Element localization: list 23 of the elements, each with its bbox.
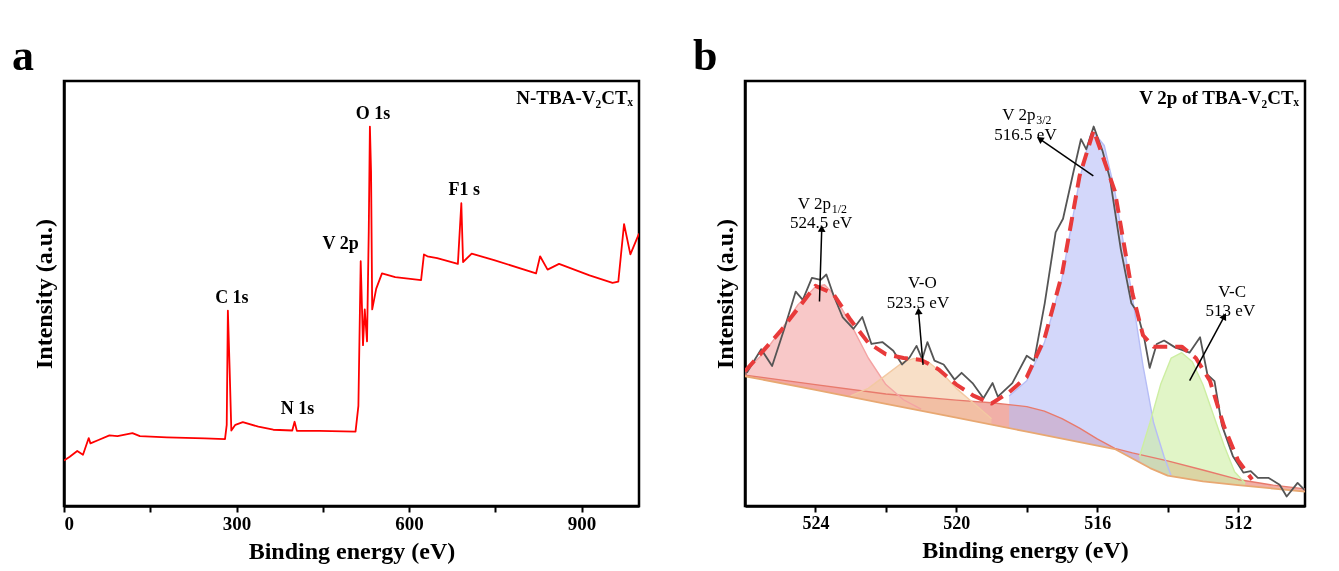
annotation: V-C 513 eV — [1205, 281, 1256, 321]
text: a — [12, 31, 34, 80]
x-tick-label: 524 — [802, 512, 830, 533]
annotation: N 1s — [280, 397, 315, 418]
annotation: C 1s — [215, 286, 249, 307]
x-axis-title: Binding energy (eV) — [922, 536, 1129, 563]
x-tick-label: 900 — [567, 512, 597, 534]
chart-title: V 2p of TBA-V₂CTₓ — [1139, 87, 1300, 108]
x-tick-label: 600 — [395, 512, 424, 534]
x-tick-label: 520 — [943, 512, 971, 533]
annotation: O 1s — [355, 102, 391, 123]
x-tick-label: 0 — [64, 512, 74, 534]
annotation: V 2p — [322, 233, 359, 254]
x-tick-label: 516 — [1084, 512, 1112, 533]
y-axis-title: Intensity (a.u.) — [30, 218, 57, 370]
x-tick-label: 512 — [1225, 512, 1253, 533]
y-axis-title: Intensity (a.u.) — [711, 218, 738, 370]
annotation: F1 s — [448, 179, 481, 200]
x-axis-title: Binding energy (eV) — [248, 537, 456, 564]
annotation: V-O 523.5 eV — [886, 273, 950, 312]
x-tick-label: 300 — [222, 512, 252, 534]
chart-title: N-TBA-V₂CTₓ — [516, 87, 634, 108]
text: b — [693, 31, 718, 80]
